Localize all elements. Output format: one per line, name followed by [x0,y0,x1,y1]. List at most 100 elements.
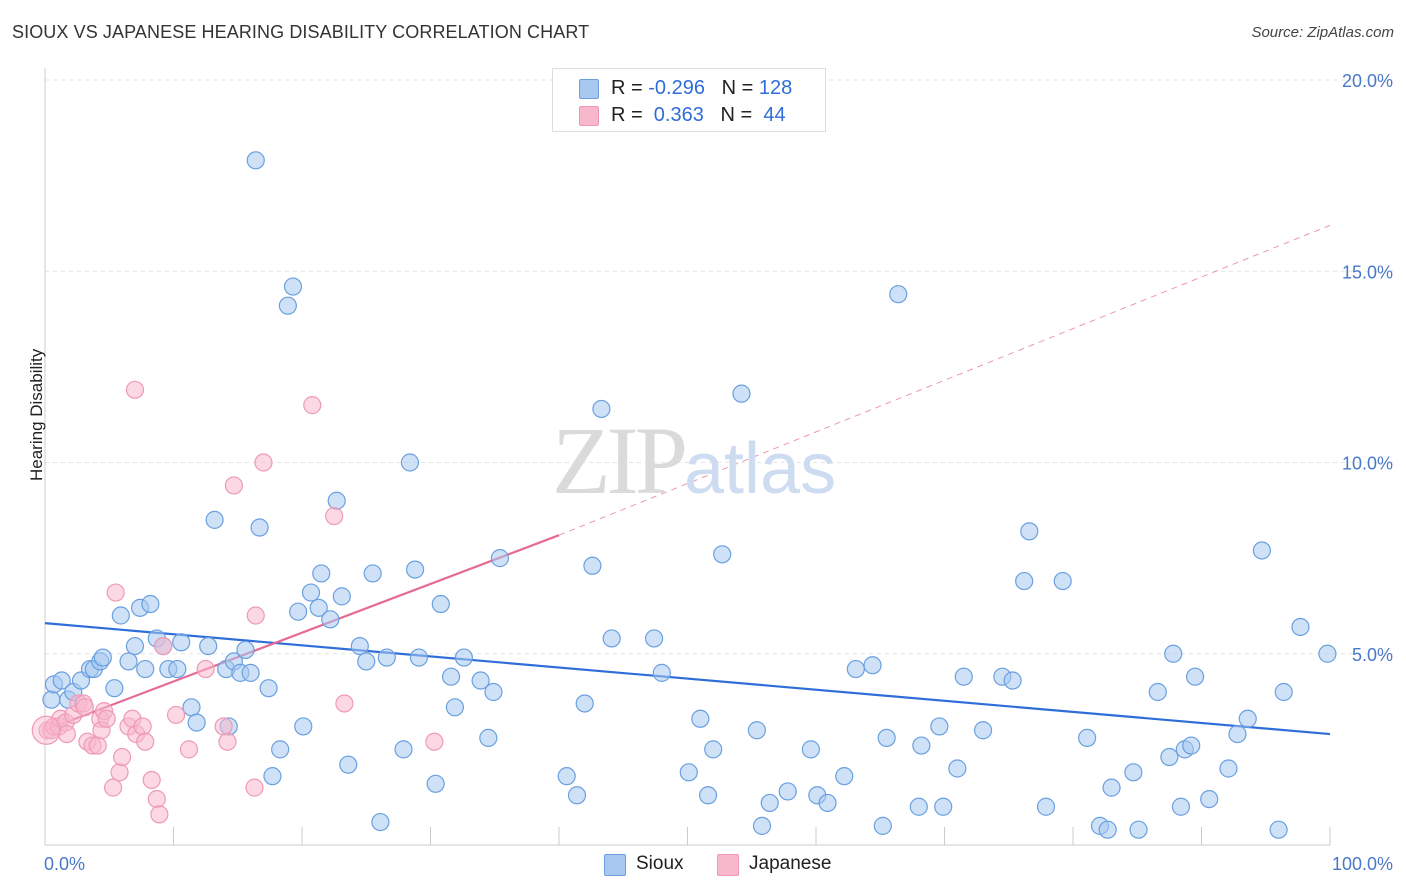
tick-labels: 5.0% 10.0% 15.0% 20.0% 0.0% 100.0% [44,71,1393,874]
grid-lines [45,79,1395,655]
sioux-point [691,709,710,728]
sioux-point [241,663,260,682]
y-tick-label: 5.0% [1352,645,1393,665]
sioux-point [431,594,450,614]
sioux-point [583,556,602,575]
sioux-point [187,713,206,732]
sioux-point [263,767,282,786]
legend-sioux-swatch [604,854,626,876]
japanese-n-label: N = [720,104,758,126]
sioux-point [125,636,145,656]
sioux-n-label: N = [721,77,759,99]
japanese-point [246,606,265,625]
sioux-point [93,648,112,667]
y-tick-label: 20.0% [1342,71,1393,91]
japanese-trend-group [44,224,1331,732]
chart-title: SIOUX VS JAPANESE HEARING DISABILITY COR… [12,22,590,42]
sioux-point [246,151,265,170]
sioux-point [698,786,718,805]
sioux-point [1171,797,1191,816]
sioux-point [405,560,425,579]
japanese-point [335,694,354,713]
sioux-point [1053,571,1072,591]
sioux-point [889,285,908,304]
sioux-point [236,640,255,660]
japanese-point [254,453,273,472]
sioux-point [1078,728,1097,748]
japanese-point [57,724,76,744]
japanese-point [125,380,145,399]
sioux-point [426,774,445,793]
sioux-point [400,453,420,472]
sioux-point [1219,759,1238,778]
japanese-point [106,583,125,602]
sioux-point [1098,820,1117,839]
sioux-r-value: -0.296 [648,77,705,99]
sioux-point [490,549,509,568]
sioux-point [912,736,931,755]
japanese-r-value: 0.363 [648,104,704,126]
sioux-point [309,598,328,617]
sioux-point [271,740,290,759]
sioux-point [294,717,313,736]
sioux-point [732,384,751,403]
sioux-point [136,659,155,679]
sioux-point [801,740,820,759]
sioux-point [289,602,308,621]
source-label: Source: ZipAtlas.com [1251,24,1394,41]
sioux-point [644,629,664,648]
sioux-point [934,797,953,816]
sioux-swatch [579,79,599,99]
sioux-point [1003,671,1022,690]
sioux-point [973,721,993,740]
japanese-point [136,732,155,751]
sioux-point [575,694,594,713]
sioux-point [168,659,187,679]
sioux-point [1148,682,1167,702]
x-tick-label: 100.0% [1332,854,1393,874]
sioux-point [1185,667,1205,686]
sioux-point [363,564,382,583]
japanese-trend-line [44,534,560,732]
sioux-point [350,636,369,656]
sioux-point [704,740,723,759]
sioux-trend-line [44,622,1331,736]
japanese-point [166,705,186,725]
sioux-point [1182,736,1201,755]
sioux-point [954,667,973,686]
sioux-point [1228,724,1247,744]
sioux-point [1102,778,1121,797]
y-tick-label: 15.0% [1342,262,1393,282]
sioux-stats-text: R = -0.296 N = 128 [611,77,792,100]
japanese-point [245,778,264,797]
sioux-point [52,671,71,690]
sioux-point [873,816,892,835]
sioux-point [250,518,269,537]
sioux-point [909,797,928,816]
japanese-point [196,659,215,679]
sioux-point [1200,789,1219,809]
sioux-point [1164,644,1183,663]
legend-sioux-label: Sioux [636,853,684,874]
sioux-point [42,690,61,709]
sioux-point [760,793,779,813]
sioux-point [327,491,346,510]
japanese-point [179,740,199,759]
stats-legend: R = -0.296 N = 128 R = 0.363 N = 44 [552,68,826,132]
sioux-point [1274,682,1293,702]
japanese-point [75,698,94,717]
sioux-point [602,629,621,648]
sioux-point [259,679,278,698]
sioux-point [141,594,160,614]
legend-japanese-label: Japanese [749,853,832,874]
x-tick-label: 0.0% [44,854,85,874]
sioux-point [377,648,396,667]
japanese-n-value: 44 [757,104,786,126]
sioux-point [1015,571,1034,591]
sioux-point [199,636,218,656]
japanese-point [325,506,344,526]
sioux-point [930,717,949,736]
sioux-trend-group [44,622,1331,736]
sioux-point [479,728,498,748]
sioux-point [278,296,297,315]
